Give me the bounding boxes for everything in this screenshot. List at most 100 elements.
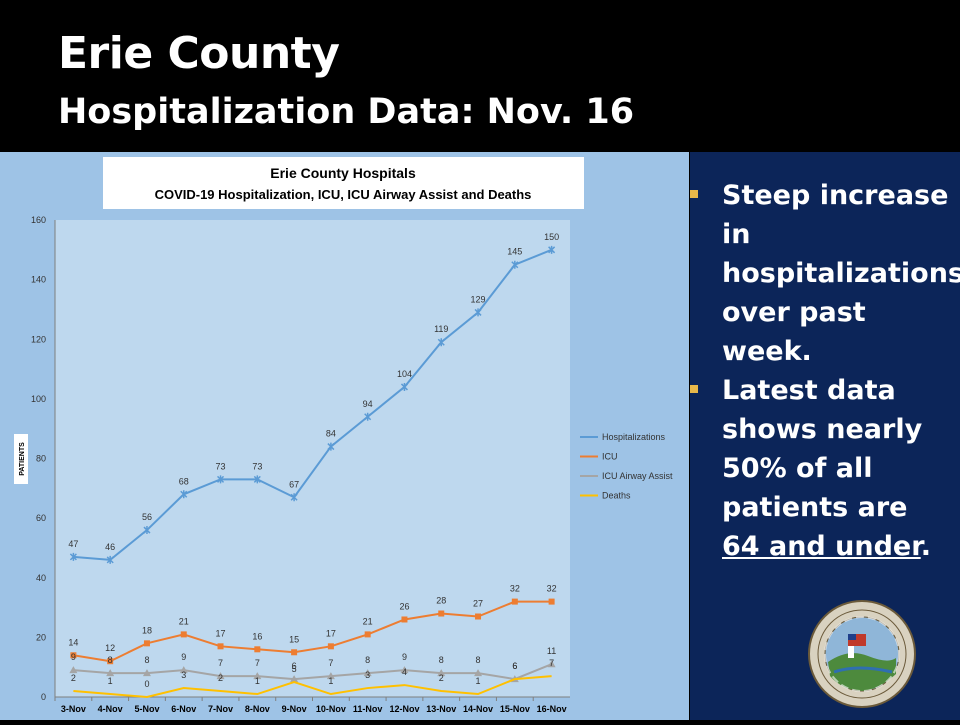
x-tick-label: 8-Nov — [245, 704, 270, 714]
data-point — [438, 611, 444, 617]
data-label: 7 — [218, 658, 223, 668]
data-label: 1 — [255, 676, 260, 686]
x-tick-label: 16-Nov — [537, 704, 567, 714]
data-label: 12 — [105, 643, 115, 653]
data-label: 5 — [292, 664, 297, 674]
data-label: 68 — [179, 476, 189, 486]
data-label: 1 — [328, 676, 333, 686]
data-label: 21 — [179, 616, 189, 626]
plot-area — [55, 220, 570, 697]
data-label: 14 — [68, 637, 78, 647]
data-point — [291, 649, 297, 655]
x-tick-label: 3-Nov — [61, 704, 86, 714]
bullet-item: Latest data shows nearly 50% of all pati… — [690, 371, 952, 566]
data-label: 27 — [473, 599, 483, 609]
data-point — [549, 599, 555, 605]
slide-subtitle: Hospitalization Data: Nov. 16 — [58, 92, 634, 132]
slide-title: Erie County — [58, 28, 339, 79]
data-label: 119 — [434, 324, 448, 334]
x-tick-label: 6-Nov — [171, 704, 196, 714]
bullet-square-icon — [690, 385, 698, 393]
data-label: 11 — [547, 646, 556, 656]
data-label: 84 — [326, 429, 336, 439]
data-label: 7 — [549, 658, 554, 668]
data-point — [254, 646, 260, 652]
y-tick-label: 80 — [36, 454, 46, 464]
title-bar: Erie County Hospitalization Data: Nov. 1… — [0, 0, 960, 150]
data-label: 6 — [512, 661, 517, 671]
data-label: 46 — [105, 542, 115, 552]
data-label: 17 — [326, 628, 336, 638]
data-label: 8 — [476, 655, 481, 665]
chart-title: Erie County Hospitals — [270, 165, 416, 181]
data-label: 8 — [108, 655, 113, 665]
data-label: 67 — [289, 479, 299, 489]
erie-county-seal-icon — [808, 600, 916, 708]
data-label: 94 — [363, 399, 373, 409]
data-label: 21 — [363, 616, 373, 626]
x-tick-label: 11-Nov — [353, 704, 383, 714]
data-label: 16 — [252, 631, 262, 641]
data-label: 7 — [328, 658, 333, 668]
bullet-item: Steep increase in hospitalizations over … — [690, 176, 952, 371]
bullet-list: Steep increase in hospitalizations over … — [690, 176, 952, 566]
y-tick-label: 140 — [31, 275, 46, 285]
data-label: 4 — [402, 667, 407, 677]
data-label: 47 — [68, 539, 78, 549]
x-tick-label: 14-Nov — [463, 704, 493, 714]
data-label: 150 — [544, 232, 559, 242]
data-label: 3 — [181, 670, 186, 680]
data-label: 9 — [181, 652, 186, 662]
x-tick-label: 7-Nov — [208, 704, 233, 714]
bullet-text: . — [921, 531, 931, 562]
data-label: 73 — [252, 461, 262, 471]
data-label: 8 — [365, 655, 370, 665]
legend-label: ICU — [602, 452, 618, 462]
y-tick-label: 120 — [31, 334, 46, 344]
x-tick-label: 12-Nov — [389, 704, 419, 714]
data-label: 32 — [547, 584, 557, 594]
data-label: 2 — [439, 673, 444, 683]
data-label: 28 — [436, 596, 446, 606]
data-point — [218, 643, 224, 649]
data-label: 32 — [510, 584, 520, 594]
legend-label: Hospitalizations — [602, 432, 666, 442]
data-label: 8 — [144, 655, 149, 665]
x-tick-label: 15-Nov — [500, 704, 530, 714]
chart-subtitle: COVID-19 Hospitalization, ICU, ICU Airwa… — [155, 187, 532, 202]
y-tick-label: 100 — [31, 394, 46, 404]
data-point — [328, 643, 334, 649]
data-label: 104 — [397, 369, 412, 379]
x-tick-label: 10-Nov — [316, 704, 346, 714]
y-axis-label: PATIENTS — [19, 442, 26, 476]
data-point — [475, 614, 481, 620]
data-label: 9 — [402, 652, 407, 662]
data-point — [144, 640, 150, 646]
data-point — [365, 631, 371, 637]
bullet-underlined-text: 64 and under — [722, 531, 921, 562]
data-point — [401, 616, 407, 622]
data-label: 1 — [108, 676, 113, 686]
data-label: 3 — [365, 670, 370, 680]
data-label: 0 — [144, 679, 149, 689]
x-tick-label: 4-Nov — [98, 704, 123, 714]
data-point — [512, 599, 518, 605]
data-label: 2 — [218, 673, 223, 683]
y-tick-label: 160 — [31, 215, 46, 225]
data-label: 129 — [471, 294, 486, 304]
data-label: 1 — [476, 676, 481, 686]
data-label: 18 — [142, 625, 152, 635]
data-label: 145 — [507, 247, 522, 257]
y-tick-label: 60 — [36, 513, 46, 523]
data-label: 26 — [399, 601, 409, 611]
line-chart: Erie County Hospitals COVID-19 Hospitaliz… — [0, 152, 689, 720]
data-label: 56 — [142, 512, 152, 522]
data-point — [181, 631, 187, 637]
data-label: 2 — [71, 673, 76, 683]
bullet-text: Steep increase in hospitalizations over … — [722, 180, 960, 367]
y-tick-label: 40 — [36, 573, 46, 583]
data-label: 15 — [289, 634, 299, 644]
x-tick-label: 9-Nov — [282, 704, 307, 714]
data-label: 9 — [71, 652, 76, 662]
data-label: 8 — [439, 655, 444, 665]
